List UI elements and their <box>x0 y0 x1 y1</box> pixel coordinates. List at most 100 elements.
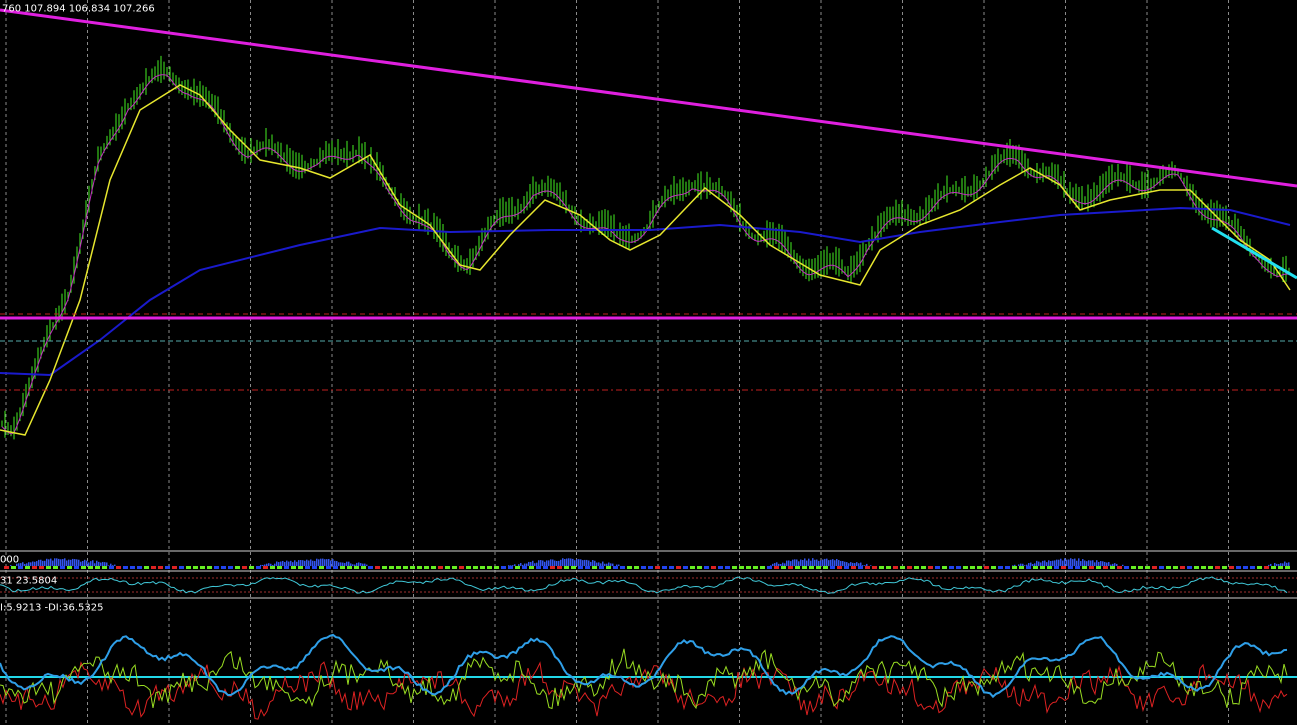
histogram-bar <box>592 560 594 566</box>
histogram-bar <box>524 563 526 566</box>
histogram-bar <box>1060 558 1062 566</box>
histogram-bar <box>100 562 102 566</box>
histogram-bar <box>834 560 836 566</box>
signal-dot <box>697 566 702 569</box>
histogram-bar <box>18 563 20 566</box>
signal-dot <box>18 566 23 569</box>
signal-dot <box>452 566 457 569</box>
signal-dot <box>354 566 359 569</box>
histogram-bar <box>1052 560 1054 566</box>
histogram-bar <box>352 564 354 566</box>
histogram-bar <box>276 561 278 566</box>
histogram-bar <box>1090 560 1092 566</box>
histogram-bar <box>602 561 604 566</box>
signal-dot <box>571 566 576 569</box>
ohlc-label: 760 107.894 106.834 107.266 <box>2 3 155 14</box>
signal-dot <box>137 566 142 569</box>
histogram-bar <box>62 559 64 566</box>
signal-dot <box>1278 566 1283 569</box>
signal-dot <box>361 566 366 569</box>
histogram-bar <box>870 565 872 566</box>
signal-dot <box>424 566 429 569</box>
histogram-bar <box>290 560 292 566</box>
histogram-bar <box>338 562 340 566</box>
histogram-bar <box>806 560 808 566</box>
signal-dot <box>900 566 905 569</box>
histogram-bar <box>830 559 832 566</box>
signal-dot <box>1229 566 1234 569</box>
signal-dot <box>739 566 744 569</box>
signal-dot <box>1250 566 1255 569</box>
signal-dot <box>606 566 611 569</box>
histogram-bar <box>302 560 304 566</box>
histogram-bar <box>836 558 838 566</box>
histogram-bar <box>1036 560 1038 566</box>
histogram-bar <box>102 561 104 566</box>
histogram-bar <box>854 563 856 566</box>
indicators <box>0 558 1290 720</box>
signal-dot <box>1089 566 1094 569</box>
signal-dot <box>291 566 296 569</box>
histogram-bar <box>526 563 528 566</box>
histogram-bar <box>598 562 600 566</box>
histogram-bar <box>1058 559 1060 566</box>
histogram-bar <box>312 560 314 566</box>
histogram-bar <box>314 560 316 566</box>
signal-dot <box>795 566 800 569</box>
signal-dot <box>634 566 639 569</box>
signal-dot <box>67 566 72 569</box>
histogram-bar <box>552 559 554 566</box>
histogram-bar <box>316 558 318 566</box>
histogram-bar <box>790 561 792 566</box>
histogram-bar <box>1268 564 1270 566</box>
signal-dot <box>690 566 695 569</box>
histogram-bar <box>566 558 568 566</box>
histogram-bar <box>1270 563 1272 566</box>
signal-dot <box>718 566 723 569</box>
signal-dot <box>522 566 527 569</box>
histogram-bar <box>776 562 778 566</box>
histogram-bar <box>298 560 300 566</box>
histogram-bar <box>1028 563 1030 566</box>
histogram-bar <box>778 563 780 566</box>
histogram-bar <box>844 561 846 566</box>
signal-dot <box>1138 566 1143 569</box>
signal-dot <box>368 566 373 569</box>
histogram-bar <box>1034 563 1036 566</box>
histogram-bar <box>1064 558 1066 566</box>
histogram-bar <box>280 561 282 566</box>
histogram-bar <box>538 560 540 566</box>
histogram-bar <box>76 559 78 566</box>
histogram-bar <box>1068 559 1070 566</box>
histogram-bar <box>366 564 368 566</box>
short-trend-line <box>1211 226 1297 280</box>
histogram-bar <box>1278 564 1280 566</box>
signal-dot <box>788 566 793 569</box>
histogram-bar <box>300 560 302 566</box>
histogram-bar <box>1040 562 1042 566</box>
signal-dot <box>928 566 933 569</box>
histogram-bar <box>560 559 562 566</box>
histogram-bar <box>846 562 848 566</box>
signal-dot <box>1166 566 1171 569</box>
histogram-bar <box>866 563 868 566</box>
histogram-bar <box>814 559 816 566</box>
indicator-label: I:5.9213 -DI:36.5325 <box>0 602 103 613</box>
histogram-bar <box>1094 562 1096 566</box>
signal-dot <box>809 566 814 569</box>
histogram-bar <box>1012 565 1014 566</box>
histogram-bar <box>304 560 306 566</box>
signal-dot <box>81 566 86 569</box>
histogram-bar <box>794 559 796 566</box>
histogram-bar <box>820 560 822 566</box>
histogram-bar <box>818 560 820 566</box>
histogram-bar <box>362 563 364 566</box>
histogram-bar <box>268 563 270 566</box>
histogram-bar <box>114 564 116 566</box>
signal-dot <box>977 566 982 569</box>
signal-dot <box>760 566 765 569</box>
signal-dot <box>501 566 506 569</box>
histogram-bar <box>72 558 74 566</box>
histogram-bar <box>44 560 46 566</box>
